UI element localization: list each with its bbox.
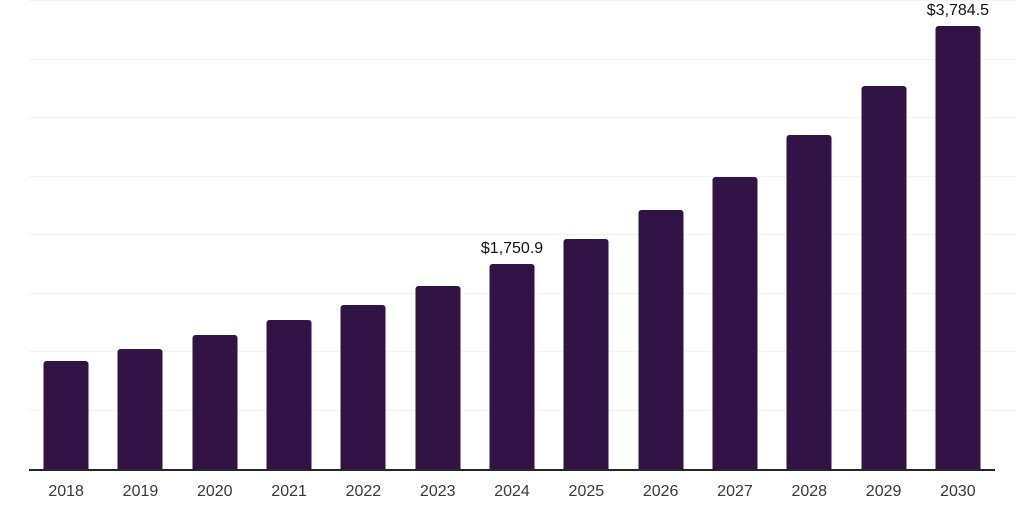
x-tick-2030: 2030 [940, 483, 976, 500]
bar-2023 [415, 285, 461, 469]
bar-slot-2018 [29, 1, 103, 469]
bar-2020 [192, 335, 238, 469]
bar-2022 [340, 304, 386, 469]
plot-area: $1,750.9 $3,784.5 [29, 1, 995, 471]
x-tick-2024: 2024 [494, 483, 530, 500]
bar-2030 [935, 26, 981, 469]
bar-slot-2024: $1,750.9 [475, 1, 549, 469]
bar-2027 [712, 176, 758, 469]
x-tick-2018: 2018 [48, 483, 84, 500]
x-tick-2021: 2021 [271, 483, 307, 500]
x-tick-2023: 2023 [419, 483, 456, 500]
bar-slot-2023 [401, 1, 475, 469]
bar-slot-2020 [178, 1, 252, 469]
bar-2019 [117, 349, 163, 469]
bar-2018 [43, 361, 89, 469]
bar-slot-2019 [103, 1, 177, 469]
x-tick-2022: 2022 [345, 483, 382, 500]
bar-2028 [786, 134, 832, 469]
bar-slot-2025 [549, 1, 623, 469]
bar-2025 [563, 238, 609, 469]
bar-value-label-2024: $1,750.9 [480, 240, 544, 258]
bar-slot-2022 [326, 1, 400, 469]
x-tick-2027: 2027 [717, 483, 753, 500]
x-tick-2025: 2025 [568, 483, 605, 500]
x-tick-2020: 2020 [196, 483, 233, 500]
bar-slot-2029 [846, 1, 920, 469]
x-tick-2029: 2029 [865, 483, 902, 500]
bar-slot-2030: $3,784.5 [921, 1, 995, 469]
bar-slot-2027 [698, 1, 772, 469]
bar-2029 [861, 85, 907, 469]
x-tick-2019: 2019 [122, 483, 159, 500]
bar-slot-2028 [772, 1, 846, 469]
bar-2021 [266, 320, 312, 469]
x-axis-labels: 2018 2019 2020 2021 2022 2023 2024 2025 2026 2027… [29, 484, 995, 500]
x-tick-2026: 2026 [642, 483, 679, 500]
bar-value-label-2030: $3,784.5 [926, 2, 990, 20]
x-tick-2028: 2028 [791, 483, 828, 500]
bar-2024 [489, 264, 535, 469]
bar-2026 [638, 209, 684, 469]
bar-slot-2021 [252, 1, 326, 469]
bar-slot-2026 [624, 1, 698, 469]
